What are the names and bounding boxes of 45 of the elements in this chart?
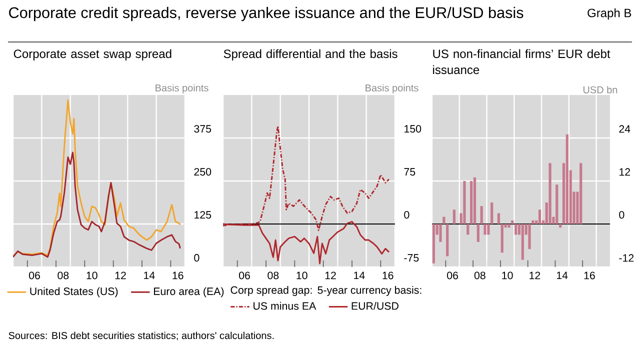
text: Graph B	[588, 8, 632, 20]
x-tick-label: 10	[86, 272, 98, 280]
source-note: Sources: BIS debt securities statistics; authors' calculations.	[8, 332, 274, 340]
legend-label: Euro area (EA)	[154, 287, 224, 298]
x-tick-label: 08	[268, 272, 279, 280]
x-tick-label: 06	[447, 272, 458, 280]
y-axis-title: Basis points	[156, 84, 208, 94]
x-tick-label: 16	[382, 272, 394, 280]
y-axis-title: USD bn	[583, 86, 618, 94]
x-tick-label: 06	[238, 272, 250, 280]
y-tick-label: 24	[619, 125, 630, 133]
y-tick-label: 0	[404, 211, 410, 219]
legend-label: US minus EA	[254, 302, 316, 310]
x-tick-label: 16	[584, 272, 595, 280]
chart-title: Corporate asset swap spread	[14, 49, 172, 60]
x-tick-label: 08	[474, 272, 486, 280]
y-tick-label: 375	[194, 125, 212, 133]
x-tick-label: 14	[354, 272, 365, 280]
text: 5-year currency basis:	[318, 286, 422, 296]
y-tick-label: 0	[194, 254, 200, 262]
legend-label: EUR/USD	[352, 302, 398, 310]
text: Corporate credit spreads, reverse yankee issuance and the EUR/USD basis	[9, 6, 524, 22]
x-tick-label: 12	[530, 272, 540, 280]
legend-label: United States (US)	[30, 287, 118, 298]
y-tick-label: -75	[404, 254, 419, 262]
y-tick-label: -12	[619, 254, 634, 262]
y-tick-label: 150	[404, 125, 422, 133]
y-tick-label: 250	[194, 168, 212, 176]
x-tick-label: 14	[144, 272, 155, 280]
y-tick-label: 0	[619, 211, 624, 219]
x-tick-label: 16	[172, 272, 184, 280]
x-tick-label: 12	[115, 272, 126, 280]
y-tick-label: 75	[404, 168, 416, 176]
x-tick-label: 12	[325, 272, 336, 280]
x-tick-label: 08	[58, 272, 69, 280]
x-tick-label: 10	[296, 272, 308, 280]
y-tick-label: 125	[194, 211, 212, 219]
x-tick-label: 14	[556, 272, 568, 280]
x-tick-label: 10	[502, 272, 513, 280]
y-axis-title: Basis points	[366, 84, 418, 94]
x-tick-label: 06	[28, 272, 40, 280]
text: Corp spread gap:	[230, 286, 312, 296]
chart-title: Spread differential and the basis	[224, 49, 398, 60]
chart-title: US non-financial firms’ EUR debt issuance	[433, 49, 610, 74]
y-tick-label: 12	[620, 168, 630, 176]
